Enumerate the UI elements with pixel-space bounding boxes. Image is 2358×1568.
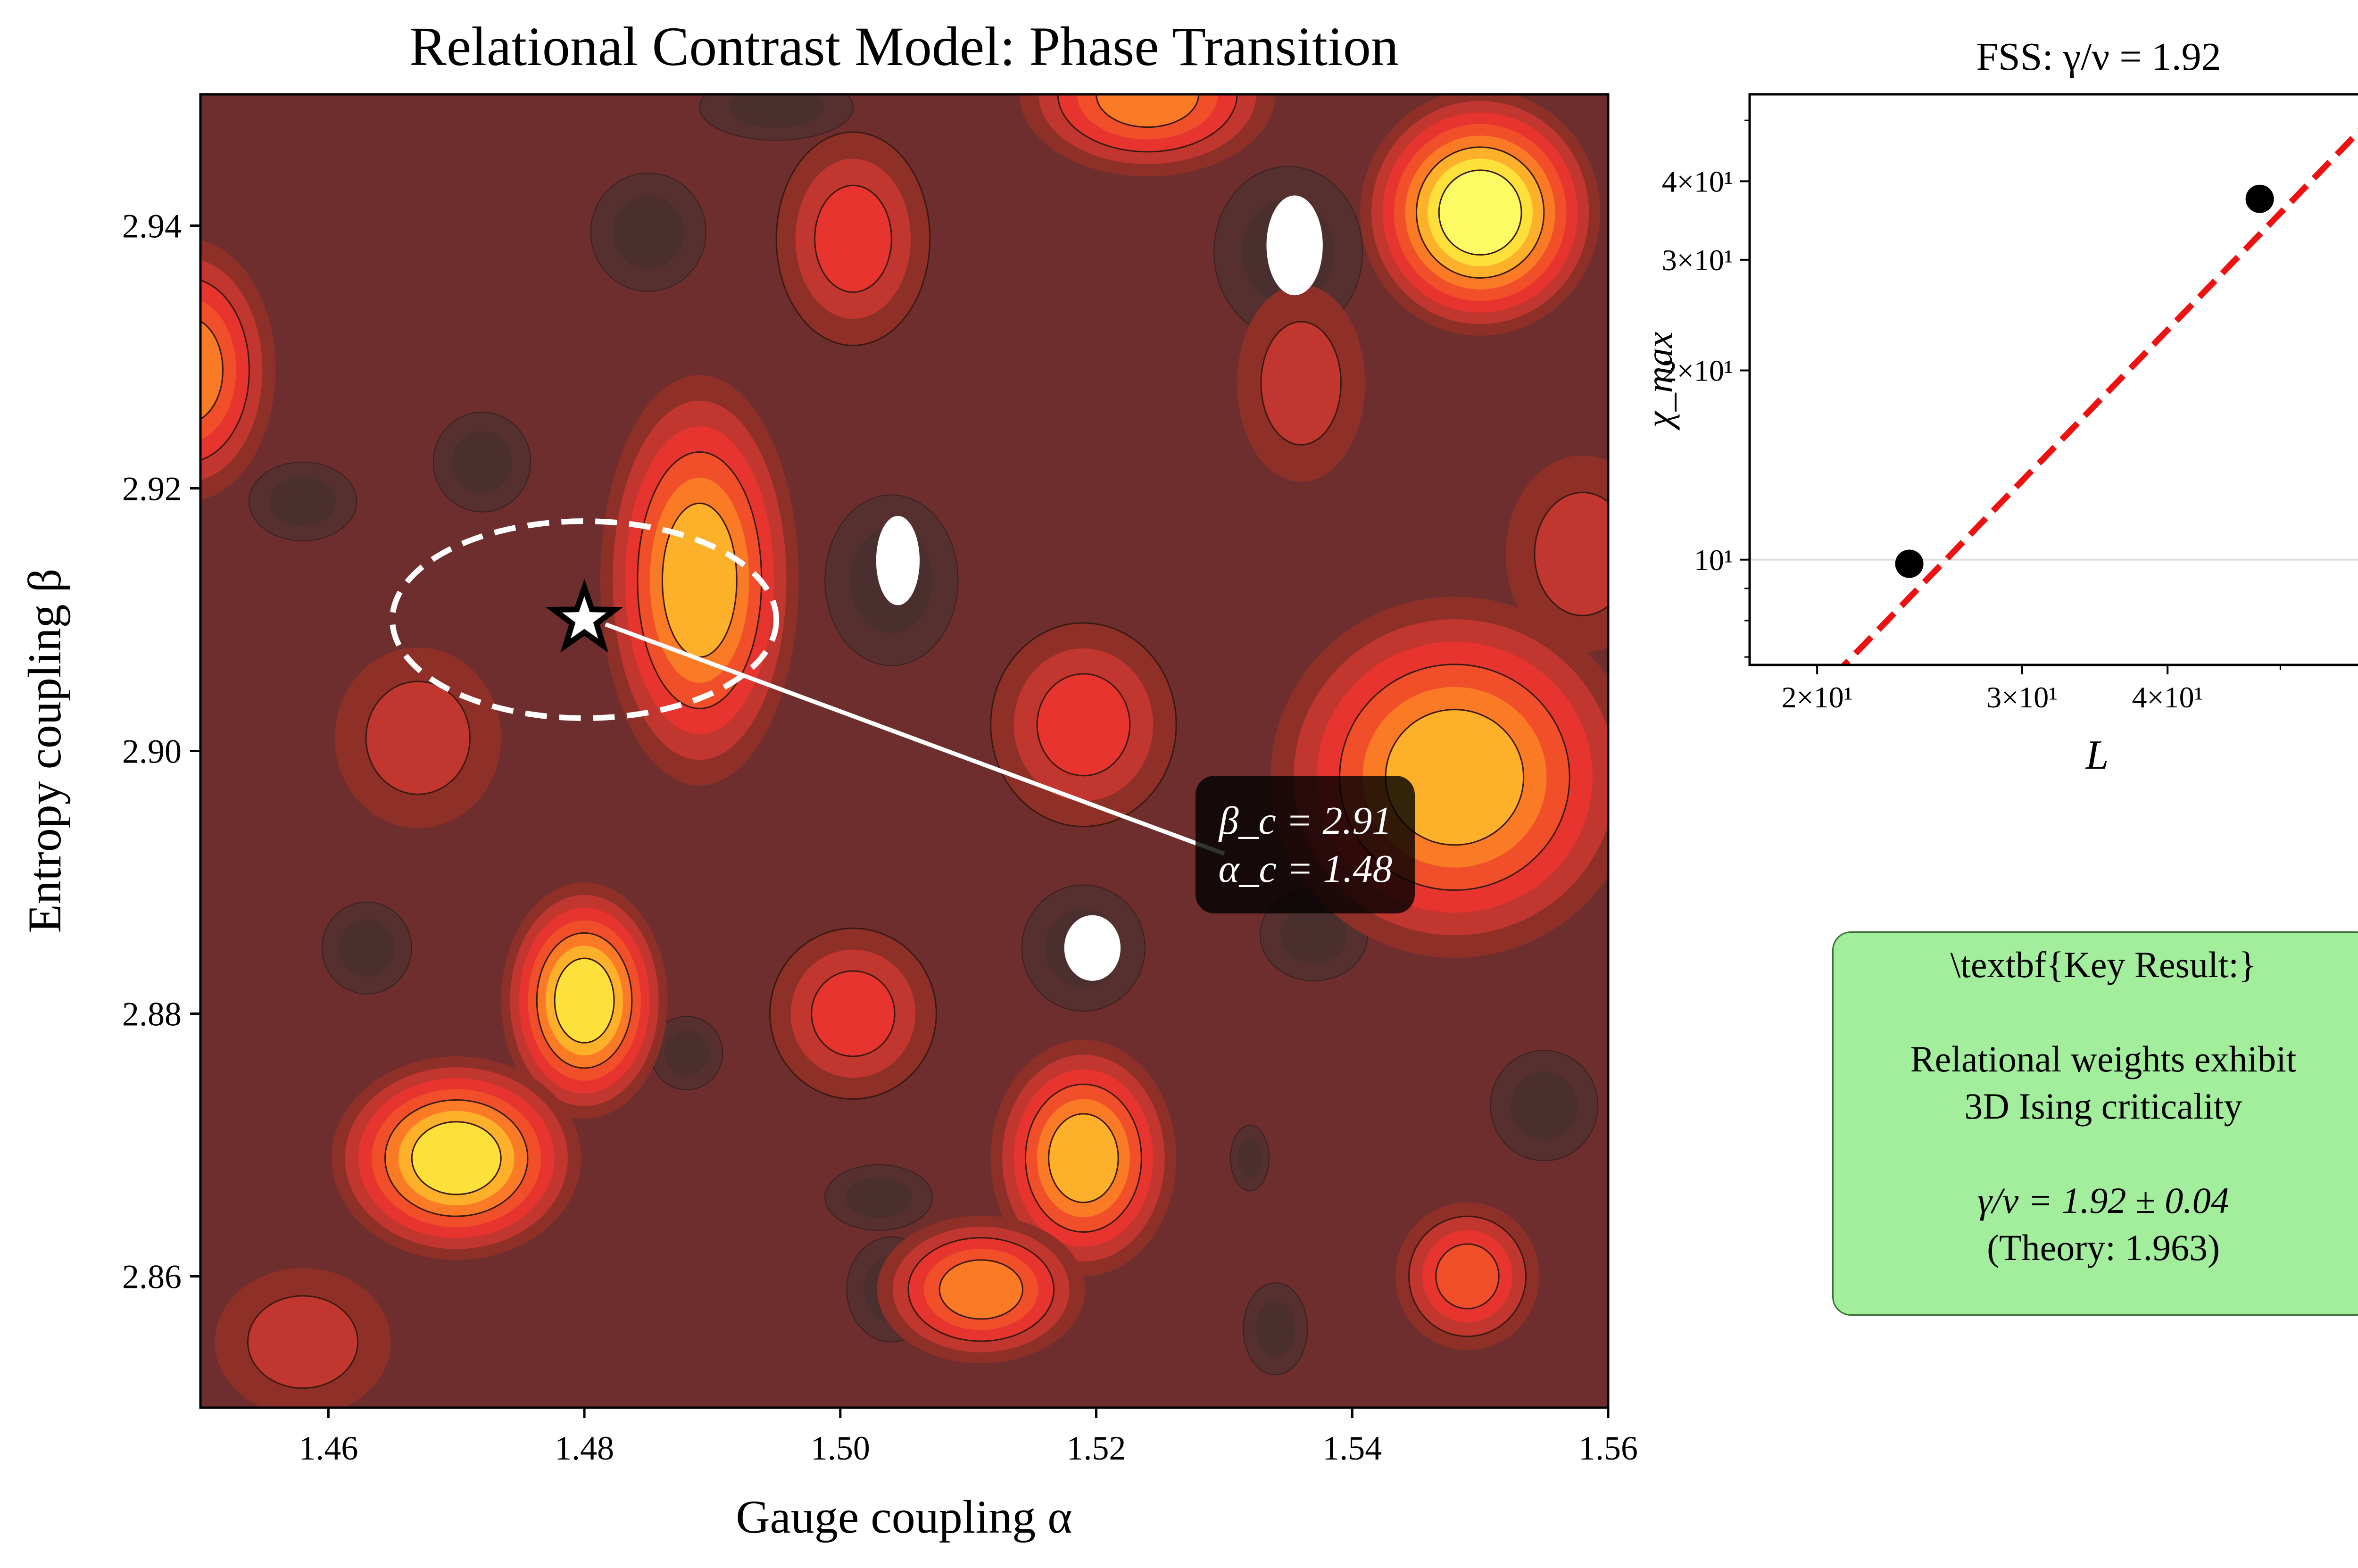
low-contour-core bbox=[845, 1177, 912, 1218]
low-contour-core bbox=[452, 431, 512, 493]
annotation-beta: β_c = 2.91 bbox=[1218, 799, 1392, 843]
main-y-label: Entropy coupling β bbox=[18, 569, 71, 933]
contour-level bbox=[811, 970, 896, 1057]
masked-region bbox=[876, 515, 920, 606]
contour-level bbox=[1036, 673, 1131, 777]
annotation-alpha: α_c = 1.48 bbox=[1218, 847, 1392, 891]
contour-level bbox=[200, 320, 224, 420]
y-tick-label: 2.90 bbox=[122, 733, 182, 771]
contour-level bbox=[1435, 1243, 1500, 1310]
main-y-axis: 2.86 2.88 2.90 2.92 2.94 bbox=[122, 207, 200, 1296]
fss-fit-line bbox=[1840, 128, 2358, 665]
low-contour-core bbox=[1280, 906, 1347, 963]
low-contour-core bbox=[1511, 1071, 1578, 1140]
y-tick-label: 2.94 bbox=[122, 207, 182, 245]
key-result-line-4: (Theory: 1.963) bbox=[1987, 1227, 2220, 1268]
contour-level bbox=[554, 957, 615, 1044]
key-result-box: \textbf{Key Result:} Relational weights … bbox=[1832, 931, 2358, 1316]
contour-level bbox=[247, 1295, 359, 1389]
masked-region bbox=[1266, 195, 1323, 296]
masked-region-layer bbox=[876, 195, 1323, 981]
contour-level bbox=[1048, 1113, 1119, 1203]
x-tick-label: 1.50 bbox=[811, 1429, 870, 1467]
fss-x-tick-label: 3×10¹ bbox=[1986, 680, 2058, 714]
fss-y-tick-label: 2×10¹ bbox=[1662, 354, 1733, 388]
phase-heatmap bbox=[200, 94, 1608, 1408]
fss-y-tick-label: 4×10¹ bbox=[1662, 165, 1733, 198]
y-tick-label: 2.86 bbox=[122, 1258, 182, 1296]
critical-region-ellipse bbox=[390, 518, 780, 721]
masked-region bbox=[1064, 915, 1121, 981]
critical-point-annotation: β_c = 2.91 α_c = 1.48 bbox=[1196, 776, 1415, 913]
fss-y-tick-label: 3×10¹ bbox=[1662, 243, 1733, 277]
low-contour-core bbox=[613, 195, 684, 269]
contour-level bbox=[938, 1259, 1024, 1320]
x-tick-label: 1.46 bbox=[299, 1429, 358, 1467]
key-result-line-3: γ/ν = 1.92 ± 0.04 bbox=[1977, 1180, 2229, 1221]
critical-point-star-icon bbox=[545, 579, 623, 653]
fss-x-tick-label: 2×10¹ bbox=[1782, 680, 1853, 714]
fss-x-axis: 2×10¹ 3×10¹ 4×10¹ bbox=[1782, 665, 2281, 714]
y-tick-label: 2.92 bbox=[122, 470, 182, 508]
contour-level bbox=[1260, 321, 1342, 446]
main-x-axis: 1.46 1.48 1.50 1.52 1.54 1.56 bbox=[299, 1408, 1638, 1467]
contour-level bbox=[365, 680, 471, 795]
low-contour-core bbox=[339, 919, 395, 977]
contour-level bbox=[814, 184, 892, 293]
fss-y-tick-label: 10¹ bbox=[1694, 543, 1733, 577]
contour-level bbox=[1438, 169, 1522, 256]
annotation-arrow bbox=[605, 622, 1225, 856]
x-tick-label: 1.52 bbox=[1067, 1429, 1126, 1467]
contour-level bbox=[411, 1121, 502, 1195]
low-contour-core bbox=[729, 94, 824, 128]
main-chart-title: Relational Contrast Model: Phase Transit… bbox=[409, 16, 1399, 77]
x-tick-label: 1.54 bbox=[1322, 1429, 1382, 1467]
x-tick-label: 1.56 bbox=[1578, 1429, 1638, 1467]
fss-y-label: χ_max bbox=[1639, 332, 1680, 431]
key-result-line-1: Relational weights exhibit bbox=[1910, 1038, 2297, 1079]
contour-level bbox=[1534, 491, 1608, 616]
y-tick-label: 2.88 bbox=[122, 996, 182, 1033]
fss-data-point bbox=[1895, 549, 1924, 578]
contour-level bbox=[1096, 94, 1200, 128]
fss-chart-title: FSS: γ/ν = 1.92 bbox=[1976, 35, 2221, 79]
low-contour-core bbox=[1255, 1300, 1295, 1358]
fss-plot-frame bbox=[1748, 93, 2358, 666]
key-result-heading: \textbf{Key Result:} bbox=[1950, 944, 2257, 985]
fss-x-label: L bbox=[2085, 732, 2109, 778]
main-x-label: Gauge coupling α bbox=[736, 1491, 1072, 1543]
contour-level bbox=[661, 502, 738, 658]
annotation-box bbox=[1196, 776, 1415, 913]
x-tick-label: 1.48 bbox=[555, 1429, 614, 1467]
key-result-line-2: 3D Ising criticality bbox=[1964, 1086, 2242, 1127]
low-contour-core bbox=[1237, 1137, 1262, 1179]
low-contour-core bbox=[269, 477, 336, 526]
fss-data-point bbox=[2245, 184, 2274, 213]
low-contour-core bbox=[664, 1030, 709, 1076]
fss-x-tick-label: 4×10¹ bbox=[2132, 680, 2203, 714]
fss-y-axis: 4×10¹ 3×10¹ 2×10¹ 10¹ bbox=[1662, 119, 1750, 658]
fss-points bbox=[1895, 184, 2274, 578]
